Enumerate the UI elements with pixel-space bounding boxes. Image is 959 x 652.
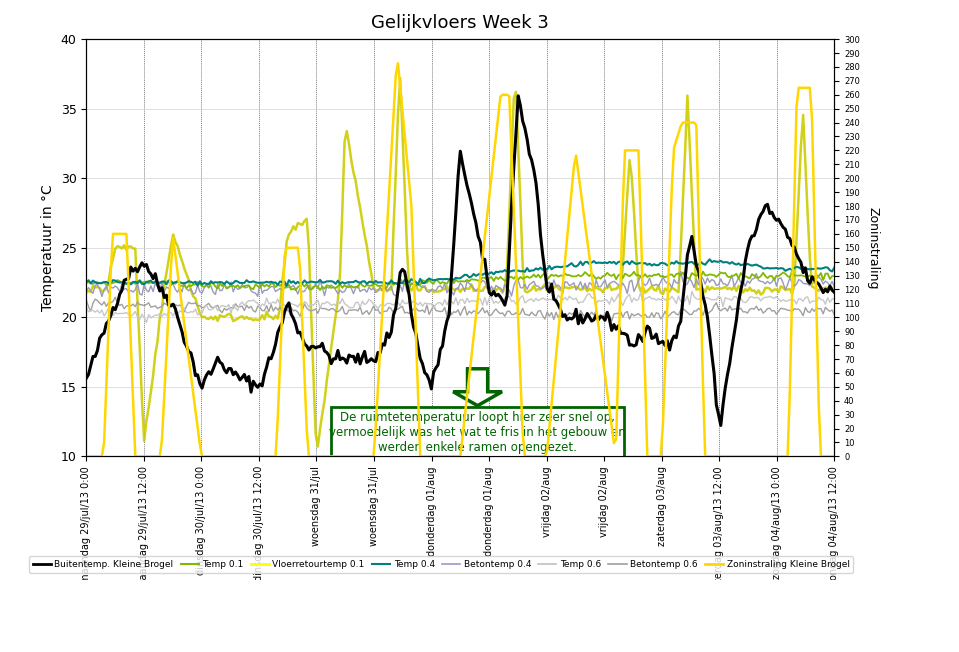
FancyBboxPatch shape: [331, 407, 624, 457]
Text: De ruimtetemperatuur loopt hier zeer snel op,
vermoedelijk was het wat te fris i: De ruimtetemperatuur loopt hier zeer sne…: [329, 411, 626, 454]
Legend: Buitentemp. Kleine Brogel, Temp 0.1, Vloerretourtemp 0.1, Temp 0.4, Betontemp 0.: Buitentemp. Kleine Brogel, Temp 0.1, Vlo…: [29, 556, 854, 572]
X-axis label: Tijdstip: Tijdstip: [435, 598, 485, 612]
Title: Gelijkvloers Week 3: Gelijkvloers Week 3: [371, 14, 550, 32]
FancyArrow shape: [454, 369, 503, 406]
Y-axis label: Temperatuur in °C: Temperatuur in °C: [41, 185, 56, 311]
Y-axis label: Zoninstraling: Zoninstraling: [866, 207, 879, 289]
